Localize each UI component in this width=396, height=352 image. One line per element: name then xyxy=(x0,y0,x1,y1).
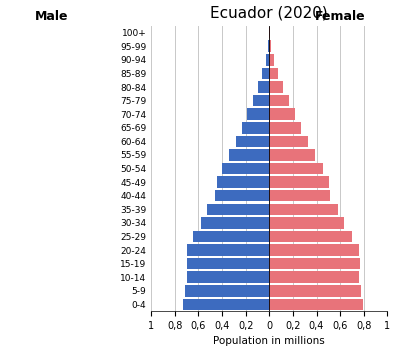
Bar xyxy=(269,190,330,201)
Bar xyxy=(183,298,269,310)
Bar xyxy=(269,95,289,106)
Bar xyxy=(187,244,269,256)
Bar xyxy=(269,163,323,174)
Bar xyxy=(236,136,269,147)
Bar xyxy=(269,68,278,79)
Bar xyxy=(222,163,269,174)
Bar xyxy=(269,298,363,310)
Text: Female: Female xyxy=(315,10,366,23)
Bar xyxy=(215,190,269,201)
Bar xyxy=(269,54,274,65)
Bar xyxy=(269,40,271,52)
Bar xyxy=(269,203,338,215)
Bar xyxy=(269,244,359,256)
Bar xyxy=(269,271,359,283)
Bar xyxy=(258,81,269,93)
Bar xyxy=(185,285,269,297)
Bar xyxy=(269,108,295,120)
Bar xyxy=(242,122,269,133)
Bar xyxy=(269,136,308,147)
Bar xyxy=(269,149,315,161)
Bar xyxy=(269,27,270,38)
Bar xyxy=(253,95,269,106)
Bar xyxy=(248,108,269,120)
Bar xyxy=(269,285,361,297)
Bar xyxy=(269,258,360,269)
Bar xyxy=(269,217,344,229)
Bar xyxy=(266,54,269,65)
Bar xyxy=(269,81,283,93)
Bar xyxy=(229,149,269,161)
Bar xyxy=(207,203,269,215)
Bar xyxy=(263,68,269,79)
Bar xyxy=(217,176,269,188)
Bar xyxy=(201,217,269,229)
Bar xyxy=(187,271,269,283)
Bar xyxy=(187,258,269,269)
Bar xyxy=(192,231,269,242)
Bar xyxy=(269,176,329,188)
Bar xyxy=(269,231,352,242)
Text: Male: Male xyxy=(35,10,69,23)
Bar xyxy=(268,40,269,52)
X-axis label: Population in millions: Population in millions xyxy=(213,337,325,346)
Bar xyxy=(269,122,301,133)
Title: Ecuador (2020): Ecuador (2020) xyxy=(210,6,328,20)
